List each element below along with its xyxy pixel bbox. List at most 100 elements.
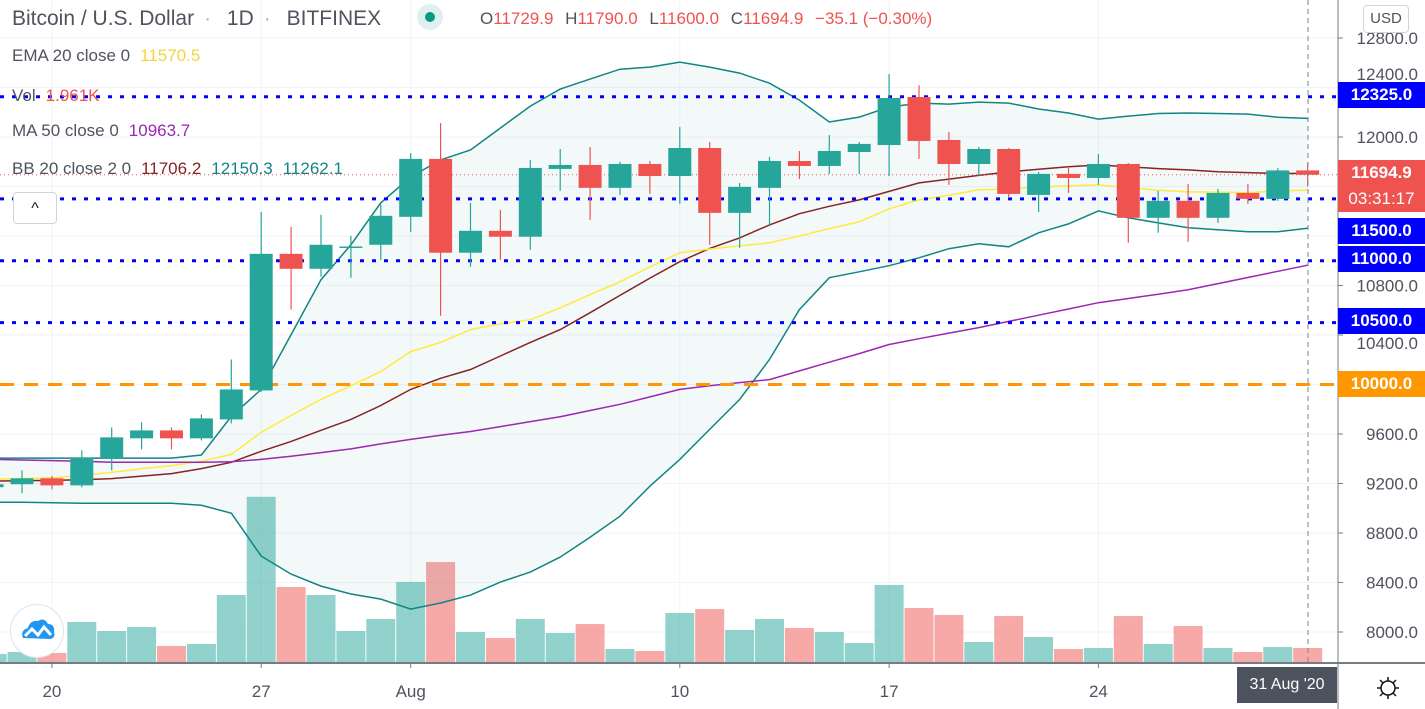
- candle-body: [787, 161, 811, 166]
- gear-icon[interactable]: [1376, 676, 1400, 700]
- close-value: 11694.9: [743, 9, 804, 28]
- candle-body: [997, 149, 1021, 194]
- close-label: C: [730, 9, 744, 28]
- level-price-label: 10500.0: [1338, 308, 1425, 334]
- candle-body: [937, 139, 961, 164]
- candle-body: [40, 478, 64, 486]
- volume-bar: [814, 632, 844, 664]
- volume-bar: [426, 562, 456, 664]
- last-price-label: 11694.9: [1338, 160, 1425, 186]
- low-label: L: [649, 9, 659, 28]
- volume-bar: [456, 632, 485, 664]
- candle-body: [1176, 200, 1200, 218]
- collapse-legend-button[interactable]: ^: [13, 192, 57, 224]
- candle-body: [189, 418, 213, 439]
- currency-button[interactable]: USD: [1363, 5, 1409, 33]
- candle-body: [1057, 173, 1080, 178]
- candle-body: [1116, 163, 1140, 218]
- candle-body: [100, 437, 124, 459]
- volume-bar: [485, 637, 515, 664]
- interval[interactable]: 1D: [226, 6, 254, 30]
- candle-body: [279, 253, 303, 269]
- symbol-name: Bitcoin / U.S. Dollar: [12, 6, 195, 30]
- vol-value: 1.961K: [45, 86, 100, 105]
- candle-body: [608, 163, 632, 188]
- open-value: 11729.9: [493, 9, 554, 28]
- volume-bar: [306, 594, 336, 664]
- ma-line: [0, 264, 1308, 464]
- volume-bar: [216, 594, 246, 664]
- candle-body: [160, 430, 183, 439]
- tradingview-logo-icon[interactable]: [10, 604, 64, 658]
- bb-label: BB 20 close 2 0: [12, 159, 132, 178]
- candle-body: [369, 215, 393, 245]
- time-tick-label: Aug: [396, 682, 426, 701]
- time-tick-label: 17: [880, 682, 899, 701]
- ohlc-readout: O11729.9 H11790.0 L11600.0 C11694.9 −35.…: [480, 9, 939, 29]
- candle-body: [1027, 173, 1051, 195]
- volume-bar: [904, 607, 934, 664]
- candle-body: [638, 163, 662, 176]
- symbol-title[interactable]: Bitcoin / U.S. Dollar · 1D · BITFINEX: [12, 4, 453, 32]
- high-value: 11790.0: [577, 9, 638, 28]
- high-label: H: [565, 9, 578, 28]
- legend-ema[interactable]: EMA 20 close 0 11570.5: [12, 46, 210, 66]
- volume-bar: [157, 645, 186, 664]
- candle-body: [488, 230, 512, 237]
- candle-body: [758, 161, 781, 188]
- candle-body: [429, 158, 453, 253]
- legend-bb[interactable]: BB 20 close 2 0 11706.2 12150.3 11262.1: [12, 159, 353, 179]
- candle-body: [10, 478, 34, 485]
- open-label: O: [480, 9, 494, 28]
- price-tick-label: 8000.0: [1366, 623, 1418, 642]
- candle-body: [249, 253, 273, 391]
- time-tick-label: 10: [670, 682, 689, 701]
- price-tick-label: 12400.0: [1357, 65, 1418, 84]
- exchange: BITFINEX: [286, 6, 382, 30]
- volume-bar: [1203, 648, 1233, 664]
- volume-bar: [545, 633, 575, 664]
- legend-volume[interactable]: Vol 1.961K: [12, 86, 110, 106]
- price-tick-label: 8800.0: [1366, 524, 1418, 543]
- bb-upper-line: [0, 61, 1308, 459]
- bb-basis-value: 11706.2: [141, 159, 202, 178]
- price-tick-label: 8400.0: [1366, 574, 1418, 593]
- volume-bar: [1233, 652, 1263, 664]
- candle-body: [339, 246, 363, 249]
- volume-bar: [276, 587, 306, 664]
- ma-label: MA 50 close 0: [12, 121, 119, 140]
- candle-body: [548, 164, 572, 169]
- legend-ma[interactable]: MA 50 close 0 10963.7: [12, 121, 200, 141]
- volume-bar: [784, 628, 814, 664]
- time-tick-label: 20: [42, 682, 61, 701]
- candle-body: [578, 164, 602, 188]
- market-open-status-icon: [416, 4, 443, 30]
- candle-body: [1086, 163, 1110, 178]
- volume-bar: [844, 643, 874, 664]
- level-price-label: 11500.0: [1338, 218, 1425, 244]
- time-tick-label: 27: [252, 682, 271, 701]
- volume-bar: [1024, 637, 1054, 664]
- volume-bar: [934, 614, 964, 664]
- candle-body: [847, 143, 871, 152]
- volume-bar: [1054, 648, 1083, 664]
- candle-body: [130, 430, 154, 439]
- volume-bar: [1083, 648, 1113, 664]
- volume-bar: [575, 624, 605, 664]
- volume-bar: [67, 621, 97, 664]
- candle-body: [1266, 170, 1290, 199]
- candle-body: [399, 158, 423, 217]
- crosshair-date-label: 31 Aug '20: [1237, 667, 1337, 703]
- candle-body: [309, 244, 333, 269]
- volume-bar: [1113, 616, 1143, 664]
- volume-bar: [186, 644, 216, 664]
- volume-bar: [366, 618, 396, 664]
- volume-bar: [1263, 647, 1293, 664]
- candle-body: [668, 148, 692, 176]
- volume-bar: [755, 618, 784, 664]
- price-tick-label: 10400.0: [1357, 334, 1418, 353]
- volume-bar: [7, 652, 37, 664]
- bb-upper-value: 12150.3: [211, 159, 273, 178]
- separator: ·: [204, 6, 212, 30]
